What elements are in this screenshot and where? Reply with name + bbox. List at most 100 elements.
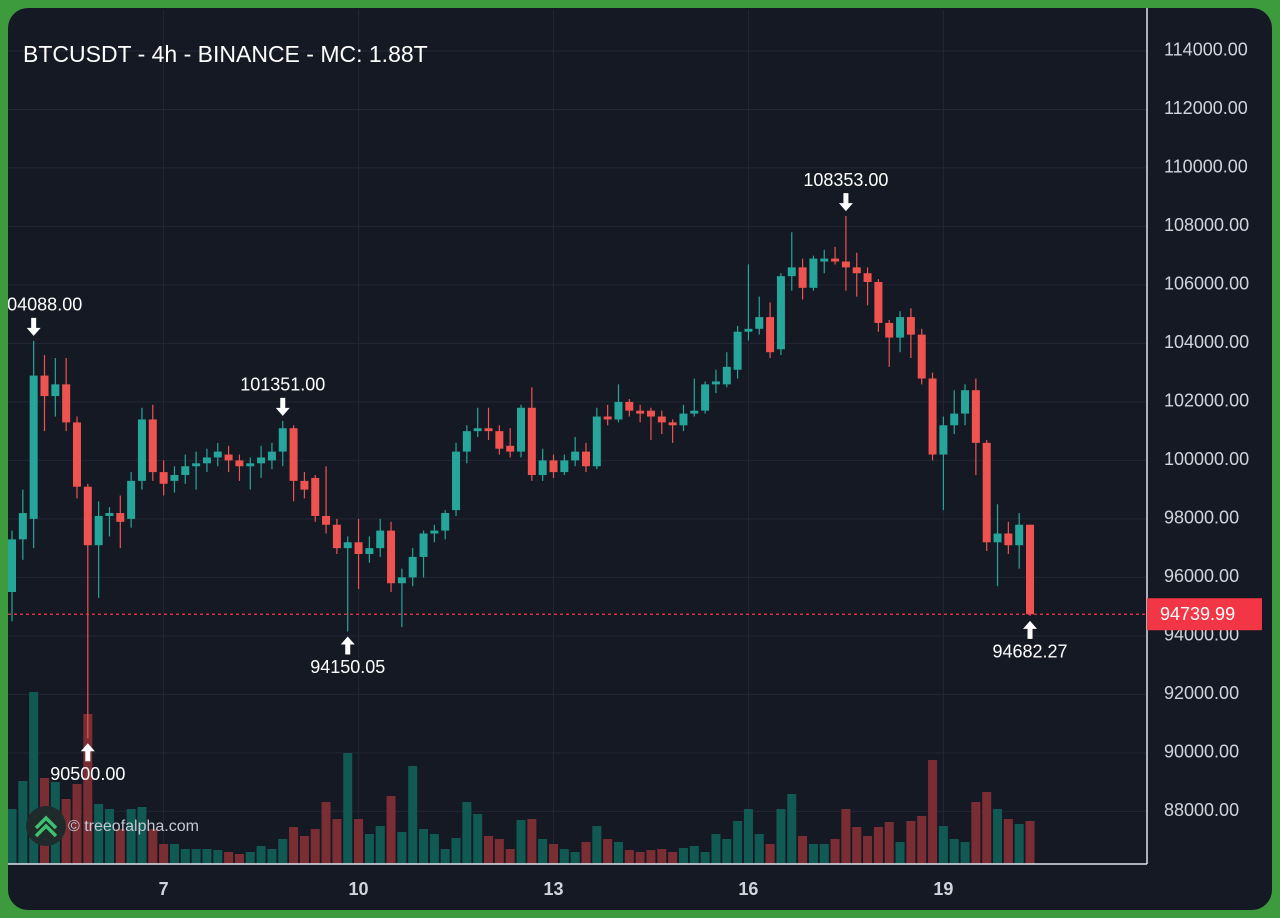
candle-body bbox=[408, 556, 417, 578]
volume-bar bbox=[581, 842, 591, 864]
candle-body bbox=[798, 267, 807, 288]
volume-bar bbox=[83, 714, 93, 864]
candle-body bbox=[538, 460, 547, 476]
volume-bar bbox=[646, 850, 656, 864]
volume-bar bbox=[722, 839, 732, 864]
candle-body bbox=[657, 416, 666, 423]
candle-body bbox=[235, 460, 244, 467]
candle-body bbox=[722, 366, 731, 385]
volume-bar bbox=[733, 821, 743, 864]
volume-bar bbox=[473, 814, 483, 864]
volume-bar bbox=[657, 849, 667, 864]
annotation-arrow bbox=[275, 397, 290, 416]
volume-bar bbox=[938, 826, 948, 864]
candle-body bbox=[776, 276, 785, 350]
volume-bar bbox=[1003, 819, 1013, 864]
volume-bar bbox=[613, 842, 623, 864]
candle-body bbox=[755, 317, 764, 329]
y-tick-label: 102000.00 bbox=[1164, 391, 1249, 411]
volume-bar bbox=[971, 802, 981, 864]
candle-body bbox=[939, 425, 948, 455]
candle-body bbox=[560, 460, 569, 473]
candle-body bbox=[982, 442, 991, 543]
volume-bar bbox=[754, 834, 764, 864]
x-tick-label: 16 bbox=[738, 879, 758, 899]
volume-bar bbox=[321, 802, 331, 864]
y-tick-label: 112000.00 bbox=[1164, 98, 1248, 118]
volume-bar bbox=[949, 839, 959, 864]
x-tick-label: 13 bbox=[543, 879, 563, 899]
candle-body bbox=[993, 533, 1002, 543]
candle-body bbox=[18, 513, 27, 540]
candle-body bbox=[8, 539, 16, 593]
candle-body bbox=[441, 513, 450, 531]
volume-bar bbox=[830, 839, 840, 864]
candle-body bbox=[701, 384, 710, 411]
volume-bar bbox=[397, 832, 407, 864]
candle-body bbox=[787, 267, 796, 277]
candle-body bbox=[29, 375, 38, 519]
candle-body bbox=[430, 530, 439, 534]
candle-body bbox=[950, 413, 959, 426]
volume-bar bbox=[765, 844, 775, 864]
volume-bar bbox=[776, 809, 786, 864]
candle-body bbox=[614, 401, 623, 420]
candle-body bbox=[116, 513, 125, 522]
last-price-box bbox=[1147, 598, 1262, 631]
y-tick-label: 92000.00 bbox=[1164, 683, 1239, 703]
volume-bar bbox=[689, 846, 699, 864]
volume-bar bbox=[180, 849, 190, 864]
volume-bar bbox=[234, 854, 244, 864]
candle-body bbox=[192, 463, 201, 467]
volume-bar bbox=[603, 839, 613, 864]
candle-body bbox=[690, 410, 699, 414]
grid bbox=[8, 10, 1147, 864]
volume-bar bbox=[256, 846, 266, 864]
candle-body bbox=[213, 451, 222, 458]
annotation-label: 104088.00 bbox=[0, 295, 82, 315]
logo-chevrons bbox=[34, 815, 58, 838]
candle-body bbox=[40, 375, 49, 397]
y-tick-label: 108000.00 bbox=[1164, 215, 1249, 235]
candle-body bbox=[917, 334, 926, 379]
candle-body bbox=[820, 258, 829, 262]
candle-body bbox=[278, 428, 287, 452]
candle-body bbox=[202, 457, 211, 464]
candle-body bbox=[397, 577, 406, 584]
candle-body bbox=[625, 401, 634, 411]
volume-bar bbox=[570, 852, 580, 864]
volume-bar bbox=[743, 809, 753, 864]
panel bbox=[8, 8, 1272, 910]
volume-bar bbox=[624, 850, 634, 864]
candle-body bbox=[874, 281, 883, 323]
candle-body bbox=[733, 331, 742, 370]
candle-body bbox=[224, 454, 233, 461]
candle-body bbox=[603, 416, 612, 420]
volume-bar bbox=[1014, 824, 1024, 864]
candle-body bbox=[506, 445, 515, 452]
volume-bar bbox=[516, 820, 526, 864]
y-tick-label: 90000.00 bbox=[1164, 742, 1239, 762]
candle-body bbox=[159, 472, 168, 484]
volume-bar bbox=[364, 834, 374, 864]
candle-body bbox=[549, 460, 558, 473]
volume-bar bbox=[440, 849, 450, 864]
volume-bar bbox=[245, 852, 255, 864]
candle-body bbox=[289, 428, 298, 481]
annotation-arrow bbox=[838, 193, 853, 212]
candle-body bbox=[636, 410, 645, 414]
volume-bar bbox=[494, 839, 504, 864]
volume-bar bbox=[538, 839, 548, 864]
volume-bar bbox=[191, 849, 201, 864]
candle-body bbox=[679, 413, 688, 426]
volume-bar bbox=[798, 836, 808, 864]
volume-bar bbox=[1025, 821, 1035, 864]
volume-bar bbox=[169, 844, 179, 864]
candle-body bbox=[267, 451, 276, 461]
annotation-label: 108353.00 bbox=[803, 170, 888, 190]
y-tick-label: 114000.00 bbox=[1164, 40, 1248, 60]
y-tick-label: 96000.00 bbox=[1164, 566, 1239, 586]
annotation-label: 101351.00 bbox=[240, 375, 325, 395]
candle-body bbox=[62, 384, 71, 423]
